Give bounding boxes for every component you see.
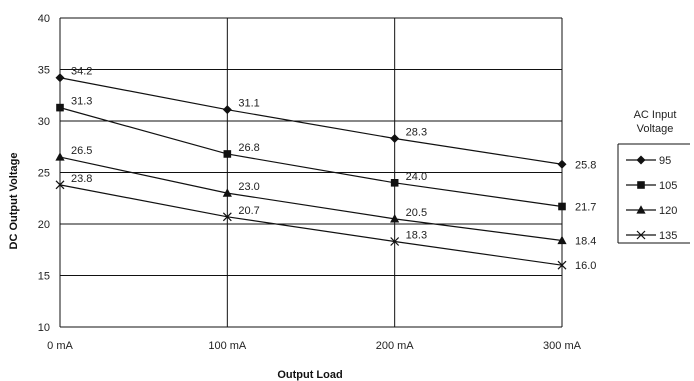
legend-marker-105 [637,181,645,189]
grid-lines [59,17,563,328]
data-label-95-1: 31.1 [238,98,259,110]
point-105-0 [56,103,64,112]
point-120-3 [557,235,567,245]
point-135-0 [55,180,65,190]
y-axis-tick-labels: 10 15 20 25 30 35 40 [38,13,50,334]
x-axis-title: Output Load [277,369,342,381]
legend-marker-120 [636,205,646,214]
y-axis-title: DC Output Voltage [8,153,20,250]
data-label-120-2: 20.5 [406,207,427,219]
legend-label-135: 135 [659,230,677,242]
series-135 [55,180,567,270]
data-label-120-1: 23.0 [238,181,259,193]
x-tick-label-1: 100 mA [208,340,247,352]
y-tick-label-10: 10 [38,322,50,334]
y-tick-label-30: 30 [38,116,50,128]
legend-marker-135 [636,230,646,240]
point-95-2 [390,134,400,144]
point-135-3 [557,260,567,270]
legend-entry-105: 105 [626,180,677,192]
legend-entries: 95 105 120 135 [626,155,677,242]
legend-marker-95 [636,155,646,165]
point-105-1 [223,150,232,158]
data-label-135-2: 18.3 [406,230,427,242]
point-95-0 [55,73,65,83]
legend-label-95: 95 [659,155,671,167]
y-tick-label-25: 25 [38,168,50,180]
legend-entry-120: 120 [626,205,677,217]
series-95 [55,73,567,169]
data-label-135-1: 20.7 [238,205,259,217]
series-line-95 [59,77,563,165]
point-120-2 [390,214,400,223]
point-120-0 [55,152,65,161]
data-label-95-0: 34.2 [71,66,92,78]
y-tick-label-20: 20 [38,219,50,231]
legend-title-line-2: Voltage [637,123,674,135]
y-tick-label-35: 35 [38,65,50,77]
y-tick-label-40: 40 [38,13,50,25]
data-label-105-1: 26.8 [238,142,259,154]
x-axis-tick-labels: 0 mA 100 mA 200 mA 300 mA [47,340,581,352]
data-label-105-3: 21.7 [575,201,596,213]
point-95-3 [557,159,567,169]
x-tick-label-3: 300 mA [543,340,582,352]
point-135-1 [222,212,232,222]
series-120 [55,152,567,245]
data-label-135-0: 23.8 [71,173,92,185]
data-label-135-3: 16.0 [575,260,596,272]
legend-label-105: 105 [659,180,677,192]
point-95-1 [222,105,232,115]
series-line-105 [59,107,563,208]
series-line-135 [59,184,563,266]
point-135-2 [390,237,400,246]
legend-entry-95: 95 [626,155,671,167]
legend-entry-135: 135 [626,230,677,242]
point-120-1 [222,188,232,197]
series-line-120 [59,156,563,242]
data-label-120-3: 18.4 [575,235,596,247]
legend: AC Input Voltage 95 105 120 135 [617,109,690,244]
y-tick-label-15: 15 [38,271,50,283]
point-105-3 [558,202,566,211]
x-tick-label-2: 200 mA [376,340,415,352]
point-105-2 [390,179,399,187]
legend-label-120: 120 [659,205,677,217]
data-label-105-2: 24.0 [406,171,427,183]
x-tick-label-0: 0 mA [47,340,73,352]
series-105 [56,103,566,211]
data-label-95-3: 25.8 [575,159,596,171]
data-label-95-2: 28.3 [406,127,427,139]
data-series [55,73,567,270]
data-labels: 34.2 31.1 28.3 25.8 31.3 26.8 24.0 21.7 26.5 23.0… [71,66,596,272]
legend-title-line-1: AC Input [634,109,677,121]
data-label-120-0: 26.5 [71,145,92,157]
data-label-105-0: 31.3 [71,96,92,108]
